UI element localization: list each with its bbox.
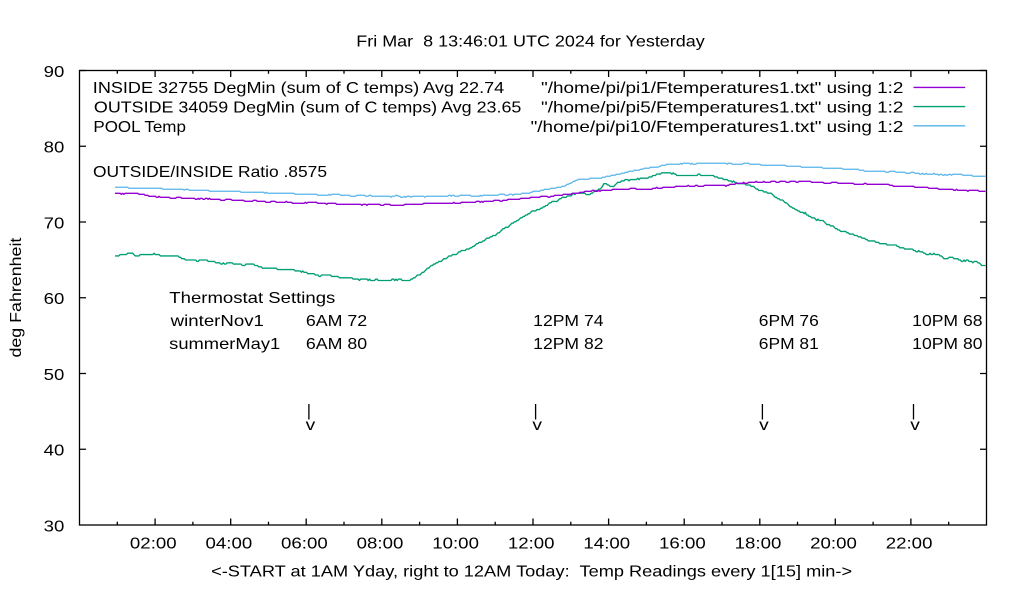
svg-text:v: v — [306, 417, 316, 434]
svg-text:"/home/pi/pi10/Ftemperatures1.: "/home/pi/pi10/Ftemperatures1.txt" using… — [531, 119, 904, 136]
svg-text:"/home/pi/pi5/Ftemperatures1.t: "/home/pi/pi5/Ftemperatures1.txt" using … — [541, 100, 904, 117]
svg-text:POOL Temp: POOL Temp — [93, 119, 186, 136]
svg-text:10PM 68: 10PM 68 — [912, 313, 982, 330]
svg-text:10:00: 10:00 — [432, 536, 479, 553]
svg-text:12PM 74: 12PM 74 — [533, 313, 603, 330]
svg-text:Thermostat Settings: Thermostat Settings — [169, 290, 335, 307]
svg-text:Fri Mar 8 13:46:01 UTC 2024 f: Fri Mar 8 13:46:01 UTC 2024 for Yesterda… — [356, 33, 705, 50]
svg-text:30: 30 — [44, 518, 65, 535]
svg-text:10PM 80: 10PM 80 — [912, 336, 982, 353]
svg-text:OUTSIDE/INSIDE Ratio .8575: OUTSIDE/INSIDE Ratio .8575 — [93, 164, 327, 181]
svg-text:v: v — [532, 417, 542, 434]
svg-text:"/home/pi/pi1/Ftemperatures1.t: "/home/pi/pi1/Ftemperatures1.txt" using … — [541, 80, 904, 97]
svg-text:<-START at 1AM Yday, right to: <-START at 1AM Yday, right to 12AM Today… — [211, 564, 852, 581]
svg-text:INSIDE 32755 DegMin (sum of C: INSIDE 32755 DegMin (sum of C temps) Avg… — [93, 80, 505, 97]
svg-text:deg Fahrenheit: deg Fahrenheit — [8, 237, 25, 358]
svg-text:50: 50 — [44, 367, 65, 384]
svg-text:60: 60 — [44, 291, 65, 308]
svg-text:12:00: 12:00 — [508, 536, 555, 553]
svg-text:16:00: 16:00 — [659, 536, 706, 553]
svg-text:40: 40 — [44, 443, 65, 460]
svg-text:6AM 72: 6AM 72 — [306, 313, 367, 330]
svg-text:6AM 80: 6AM 80 — [306, 336, 367, 353]
svg-text:12PM 82: 12PM 82 — [533, 336, 603, 353]
svg-text:summerMay1: summerMay1 — [169, 336, 280, 353]
svg-text:20:00: 20:00 — [810, 536, 857, 553]
svg-text:04:00: 04:00 — [206, 536, 253, 553]
svg-text:OUTSIDE 34059 DegMin (sum of C: OUTSIDE 34059 DegMin (sum of C temps) Av… — [94, 100, 522, 117]
svg-text:18:00: 18:00 — [735, 536, 782, 553]
svg-text:6PM 81: 6PM 81 — [759, 336, 819, 353]
svg-text:70: 70 — [44, 215, 65, 232]
svg-text:22:00: 22:00 — [886, 536, 933, 553]
svg-text:02:00: 02:00 — [130, 536, 177, 553]
svg-text:06:00: 06:00 — [281, 536, 328, 553]
svg-text:90: 90 — [44, 64, 65, 81]
svg-text:v: v — [759, 417, 769, 434]
svg-text:14:00: 14:00 — [583, 536, 630, 553]
svg-text:winterNov1: winterNov1 — [170, 313, 264, 330]
svg-text:v: v — [910, 417, 920, 434]
svg-text:08:00: 08:00 — [357, 536, 404, 553]
svg-text:80: 80 — [44, 140, 65, 157]
svg-text:6PM 76: 6PM 76 — [759, 313, 819, 330]
